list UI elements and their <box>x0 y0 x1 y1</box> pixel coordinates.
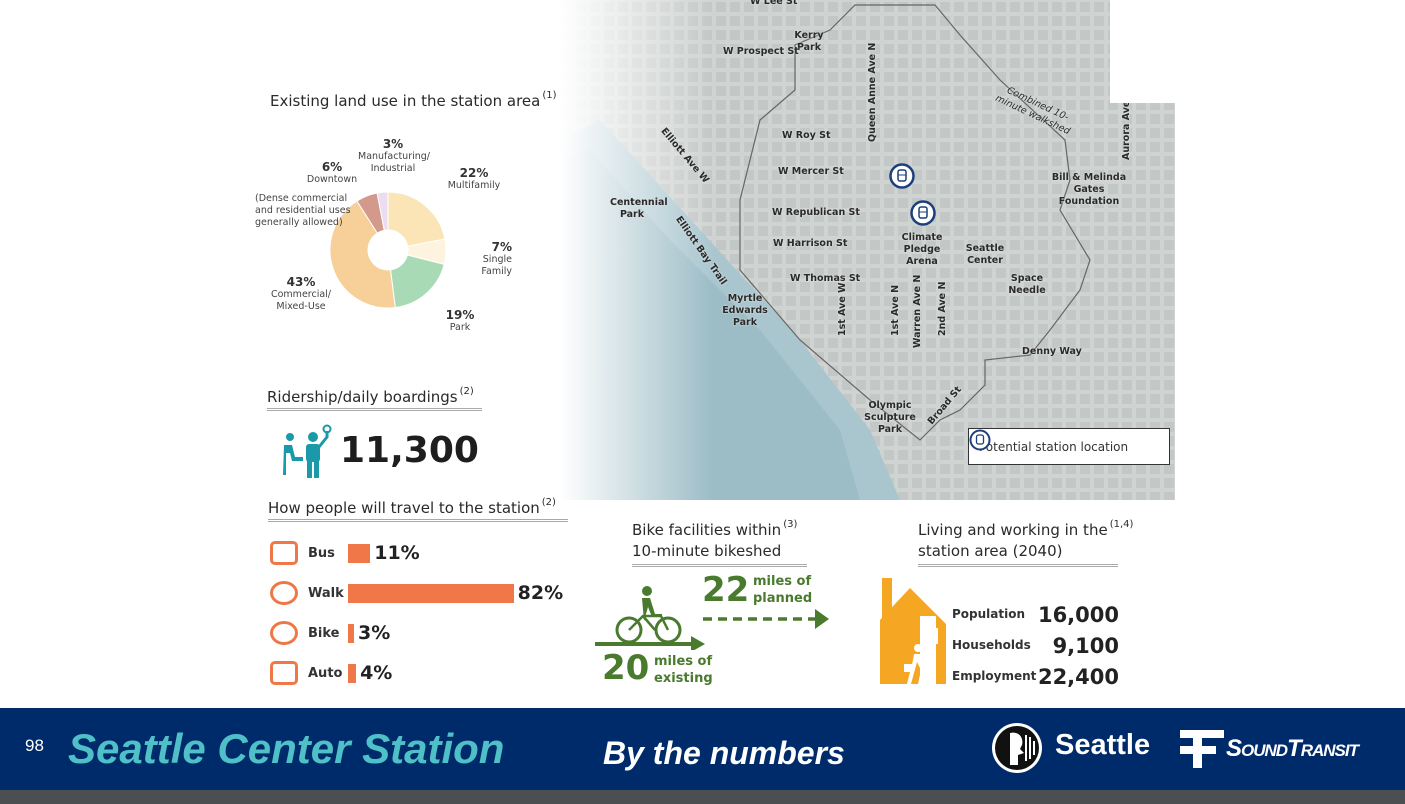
travel-percent: 11% <box>374 542 420 564</box>
donut-slice-park <box>389 254 445 309</box>
stat-value: 9,100 <box>1052 634 1119 658</box>
map-label: W Republican St <box>772 207 860 218</box>
stat-label: Employment <box>952 669 1037 683</box>
travel-percent: 82% <box>517 582 564 604</box>
travel-percent: 4% <box>360 662 393 684</box>
travel-bar <box>348 583 514 603</box>
travel-row-walk: Walk 82% <box>268 578 578 608</box>
map-label: W Roy St <box>782 130 831 141</box>
ridership-value: 11,300 <box>340 430 479 471</box>
donut-slice-manufacturing-industrial <box>376 191 389 231</box>
bike-graphic <box>595 586 829 650</box>
donut-slice-multifamily <box>387 191 446 247</box>
label-manufacturing: 3% Manufacturing/ Industrial <box>358 137 430 174</box>
map-label: Aurora Ave <box>1121 100 1132 160</box>
riders-icon <box>283 424 332 478</box>
travel-mode-label: Walk <box>308 585 344 601</box>
map-label: 2nd Ave N <box>937 281 948 336</box>
map-label: Climate Pledge Arena <box>901 232 943 267</box>
stat-value: 22,400 <box>1037 665 1119 689</box>
map-label: W Mercer St <box>778 166 844 177</box>
bike-title: Bike facilities within (3) 10-minute bikes… <box>632 514 807 567</box>
station-marker-icon[interactable] <box>910 200 936 226</box>
map-label: Kerry Park <box>794 30 824 53</box>
page-subtitle: By the numbers <box>603 735 845 771</box>
travel-mode-label: Bus <box>308 545 335 561</box>
travel-row-bus: Bus 11% <box>268 538 578 568</box>
land-use-donut-chart <box>329 191 447 309</box>
footer-bar: 98 Seattle Center Station By the numbers… <box>0 708 1405 790</box>
planned-label: miles of planned <box>753 574 813 606</box>
stat-value: 16,000 <box>1037 603 1119 627</box>
travel-mode-label: Bike <box>308 625 340 641</box>
map-label: Centennial Park <box>610 197 668 220</box>
travel-bar <box>348 623 355 643</box>
map-background <box>560 0 1175 500</box>
map-label: W Thomas St <box>790 273 861 284</box>
travel-row-auto: Auto 4% <box>268 658 578 688</box>
existing-label: miles of existing <box>654 654 713 686</box>
label-park: 19% Park <box>445 308 475 333</box>
label-single-family: 7% Single Family <box>481 240 512 277</box>
map-label: Space Needle <box>1008 273 1046 296</box>
house-worker-icon <box>880 578 946 684</box>
travel-bar <box>348 543 371 563</box>
map-label: 1st Ave W <box>837 282 848 336</box>
map-label: Seattle Center <box>965 243 1005 266</box>
cyclist-icon <box>642 586 652 596</box>
stat-label: Households <box>952 638 1031 652</box>
footer-strip <box>0 790 1405 804</box>
sound-transit-logo-icon <box>1180 730 1224 768</box>
map-label: Olympic Sculpture Park <box>864 400 916 435</box>
map-label: W Harrison St <box>773 238 848 249</box>
map-label: W Prospect St <box>723 46 799 57</box>
legend-label: Potential station location <box>979 439 1129 454</box>
ridership-title: Ridership/daily boardings (2) <box>267 386 482 411</box>
walk-icon <box>270 581 298 605</box>
existing-miles: 20 <box>602 648 650 688</box>
map-label: Bill & Melinda Gates Foundation <box>1051 172 1127 207</box>
living-title: Living and working in the (1,4) station ar… <box>918 514 1133 567</box>
seattle-logo-text: Seattle <box>1055 729 1151 761</box>
station-marker-icon <box>969 429 991 451</box>
page-number: 98 <box>25 736 44 755</box>
label-downtown: 6% Downtown <box>306 160 358 185</box>
travel-percent: 3% <box>358 622 391 644</box>
donut-slice-commercial-mixed-use <box>329 200 396 309</box>
seattle-seal-icon <box>992 723 1042 773</box>
map-label: Queen Anne Ave N <box>867 42 878 142</box>
station-area-map: W Lee St Kerry Park W Prospect St Queen … <box>560 0 1175 500</box>
map-label: 1st Ave N <box>890 284 901 336</box>
map-legend: Potential station location <box>968 428 1170 465</box>
label-commercial: 43% Commercial/ Mixed-Use <box>270 275 332 312</box>
map-label: Denny Way <box>1022 346 1082 357</box>
map-label: Warren Ave N <box>912 274 923 348</box>
travel-mode-label: Auto <box>308 665 343 681</box>
station-marker-icon[interactable] <box>889 163 915 189</box>
page-title: Seattle Center Station <box>68 725 505 772</box>
bike-icon <box>270 621 298 645</box>
label-multifamily: 22% Multifamily <box>447 166 501 191</box>
stat-label: Population <box>952 607 1026 621</box>
sound-transit-logo-text: SoundTransit <box>1226 735 1359 762</box>
downtown-note: (Dense commercial and residential uses g… <box>255 193 351 228</box>
travel-title: How people will travel to the station (2) <box>268 497 568 522</box>
map-label: W Lee St <box>750 0 798 7</box>
land-use-title: Existing land use in the station area (1) <box>270 90 557 110</box>
travel-row-bike: Bike 3% <box>268 618 578 648</box>
car-icon <box>270 661 298 685</box>
planned-miles: 22 <box>702 570 750 610</box>
bus-icon <box>270 541 298 565</box>
travel-bar <box>348 663 357 683</box>
map-label: Myrtle Edwards Park <box>722 293 768 328</box>
